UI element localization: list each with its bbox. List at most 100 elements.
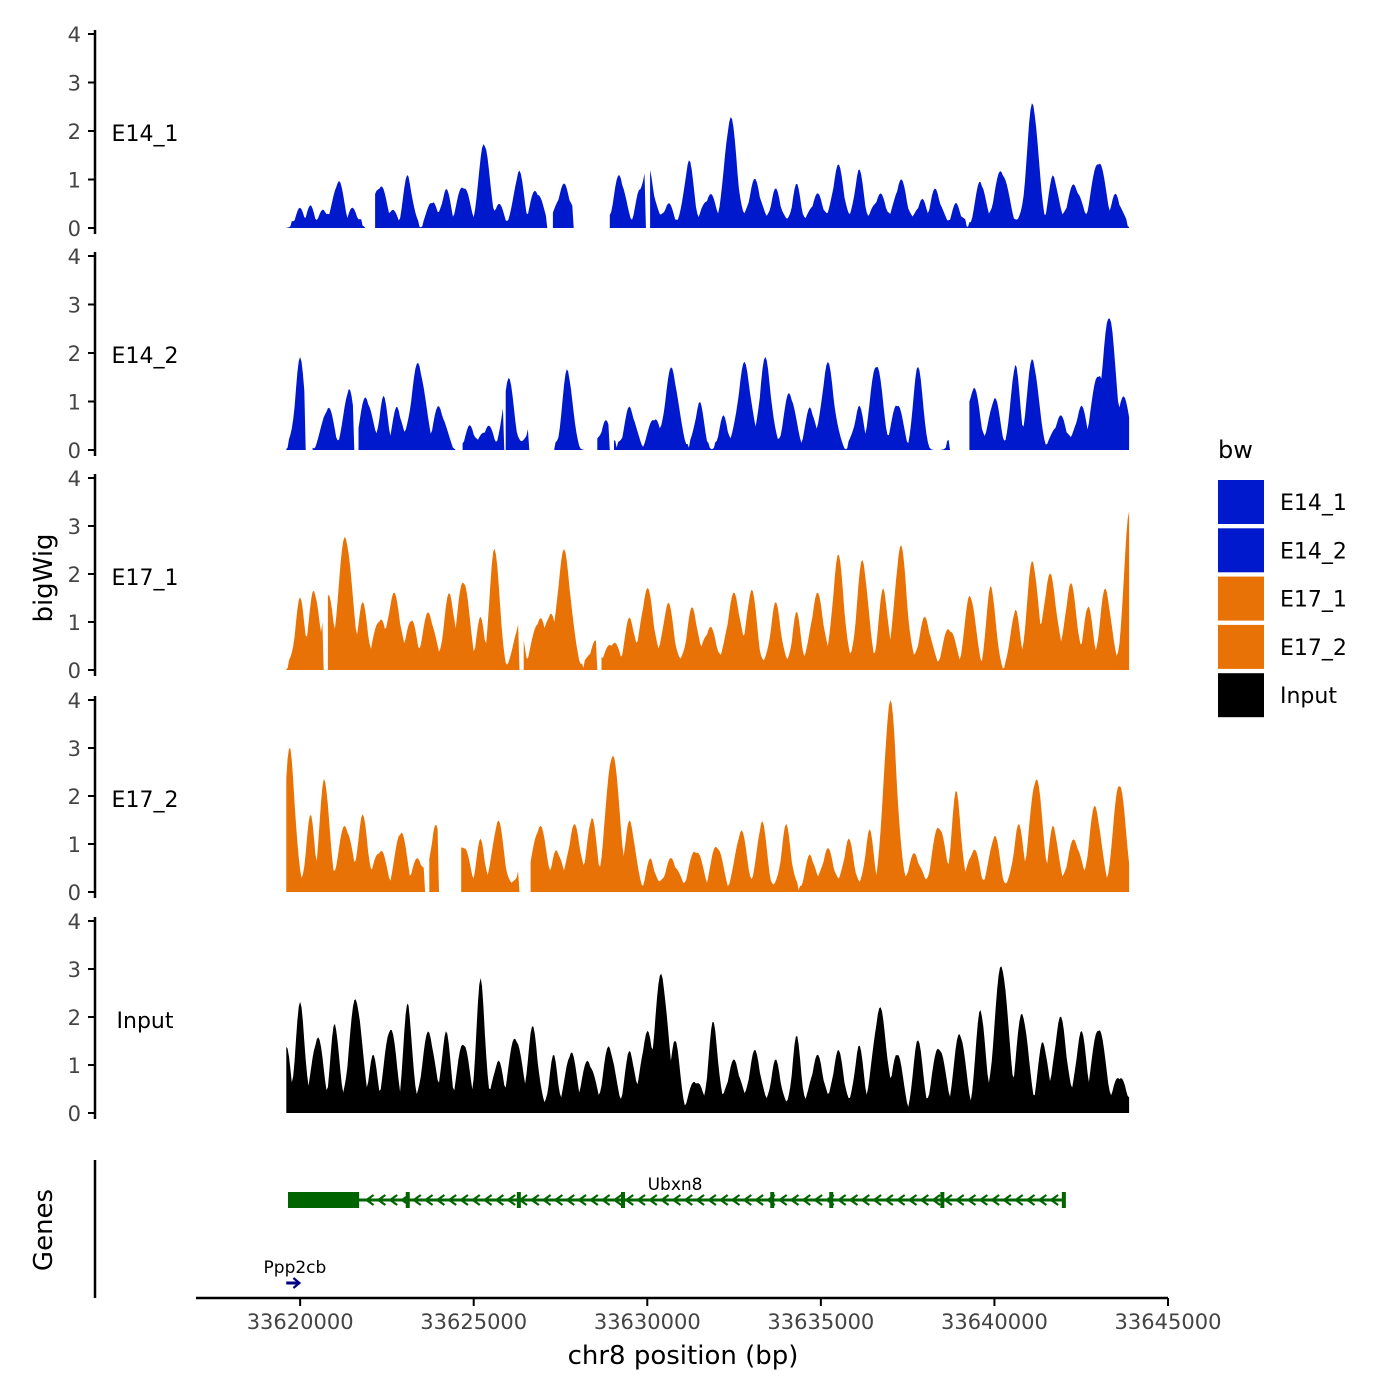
strand-arrow [1037, 1194, 1047, 1206]
x-tick-label: 33625000 [420, 1310, 527, 1334]
strand-arrow [411, 1194, 422, 1206]
strand-arrow [612, 1194, 623, 1206]
strand-arrow [506, 1194, 516, 1206]
strand-arrow [647, 1194, 658, 1206]
y-tick-label: 0 [68, 1102, 81, 1126]
track-label: E14_2 [112, 344, 179, 369]
gene-Ppp2cb: Ppp2cb [264, 1258, 327, 1289]
strand-arrow [624, 1194, 634, 1206]
gene-exon [829, 1192, 834, 1208]
x-tick-label: 33640000 [941, 1310, 1048, 1334]
strand-arrow [459, 1194, 469, 1206]
y-tick-label: 4 [68, 689, 81, 713]
strand-arrow [836, 1194, 847, 1206]
strand-arrow [895, 1194, 906, 1206]
y-tick-label: 3 [68, 958, 81, 982]
strand-arrow [1002, 1194, 1012, 1206]
strand-arrow [730, 1194, 741, 1206]
strand-arrow [954, 1194, 965, 1206]
strand-arrow [943, 1194, 953, 1206]
legend-key [1218, 624, 1264, 669]
y-axis-title: bigWig [29, 533, 59, 622]
track-E17_2: 0 1 2 3 4 E17_2 [68, 689, 1130, 905]
y-tick-label: 3 [68, 72, 81, 96]
track-label: Input [117, 1009, 174, 1034]
strand-arrow [577, 1194, 587, 1206]
strand-arrow [978, 1194, 988, 1206]
strand-arrow [931, 1194, 941, 1206]
strand-arrow [742, 1194, 752, 1206]
legend-label: E14_1 [1280, 491, 1347, 516]
strand-arrow [789, 1194, 800, 1206]
x-tick-label: 33620000 [247, 1310, 354, 1334]
strand-arrow [470, 1194, 481, 1206]
x-axis: chr8 position (bp) 33620000 33625000 33630… [196, 1296, 1221, 1371]
y-tick-label: 1 [68, 1054, 81, 1078]
strand-arrow [1049, 1194, 1059, 1206]
strand-arrow [813, 1194, 823, 1206]
track-E14_2: 0 1 2 3 4 E14_2 [68, 245, 1130, 463]
strand-arrow [683, 1194, 693, 1206]
coverage-tracks: 0 1 2 3 4 E14_1 0 1 2 3 4 E14_2 0 1 2 3 4 E17_1 0 1 2 3 4 E17_2… [68, 23, 1130, 1126]
legend-label: Input [1280, 684, 1337, 709]
y-tick-label: 2 [68, 1006, 81, 1030]
strand-arrow [541, 1194, 552, 1206]
strand-arrow [990, 1194, 1000, 1206]
genes-track-title: Genes [29, 1189, 59, 1271]
genes-panel: Genes Ubxn8 Ppp2cb [29, 1160, 1066, 1298]
strand-arrow [447, 1194, 457, 1206]
gene-exon [1061, 1192, 1066, 1208]
track-label: E17_1 [112, 566, 179, 591]
legend: bw E14_1 E14_2 E17_1 E17_2 Input [1218, 436, 1347, 718]
y-tick-label: 1 [68, 391, 81, 415]
track-label: E14_1 [112, 122, 179, 147]
strand-arrow [919, 1194, 929, 1206]
y-tick-label: 4 [68, 467, 81, 491]
gene-label: Ppp2cb [264, 1258, 327, 1278]
strand-arrow [884, 1194, 894, 1206]
strand-arrow [754, 1194, 764, 1206]
strand-arrow [1025, 1194, 1036, 1206]
legend-key [1218, 528, 1264, 573]
strand-arrow [494, 1194, 505, 1206]
x-tick-label: 33630000 [594, 1310, 701, 1334]
coverage-area [286, 103, 1130, 228]
track-Input: 0 1 2 3 4 Input [68, 910, 1130, 1126]
legend-label: E14_2 [1280, 539, 1347, 564]
strand-arrow [765, 1194, 776, 1206]
gene-exon [770, 1192, 775, 1208]
strand-arrow [388, 1194, 398, 1206]
y-axis-title-text: bigWig [29, 533, 59, 622]
strand-arrow [435, 1194, 446, 1206]
strand-arrow [718, 1194, 729, 1206]
gene-label: Ubxn8 [648, 1175, 703, 1195]
strand-arrow [671, 1194, 682, 1206]
strand-arrow [292, 1277, 302, 1289]
gene-exon [940, 1192, 945, 1208]
strand-arrow [695, 1194, 705, 1206]
legend-label: E17_2 [1280, 636, 1347, 661]
track-label: E17_2 [112, 788, 179, 813]
legend-key [1218, 673, 1264, 718]
strand-arrow [872, 1194, 882, 1206]
coverage-area [286, 966, 1130, 1113]
y-tick-label: 3 [68, 294, 81, 318]
y-tick-label: 3 [68, 737, 81, 761]
strand-arrow [636, 1194, 646, 1206]
legend-key [1218, 576, 1264, 621]
strand-arrow [423, 1194, 434, 1206]
gene-utr-block [287, 1192, 360, 1208]
y-tick-label: 4 [68, 245, 81, 269]
strand-arrow [907, 1194, 918, 1206]
gene-exon [620, 1192, 625, 1208]
y-tick-label: 2 [68, 120, 81, 144]
y-tick-label: 3 [68, 515, 81, 539]
strand-arrow [565, 1194, 575, 1206]
strand-arrow [529, 1194, 540, 1206]
strand-arrow [364, 1194, 375, 1206]
legend-key [1218, 480, 1264, 524]
y-tick-label: 4 [68, 23, 81, 47]
y-tick-label: 2 [68, 785, 81, 809]
y-tick-label: 0 [68, 659, 81, 683]
strand-arrow [706, 1194, 717, 1206]
